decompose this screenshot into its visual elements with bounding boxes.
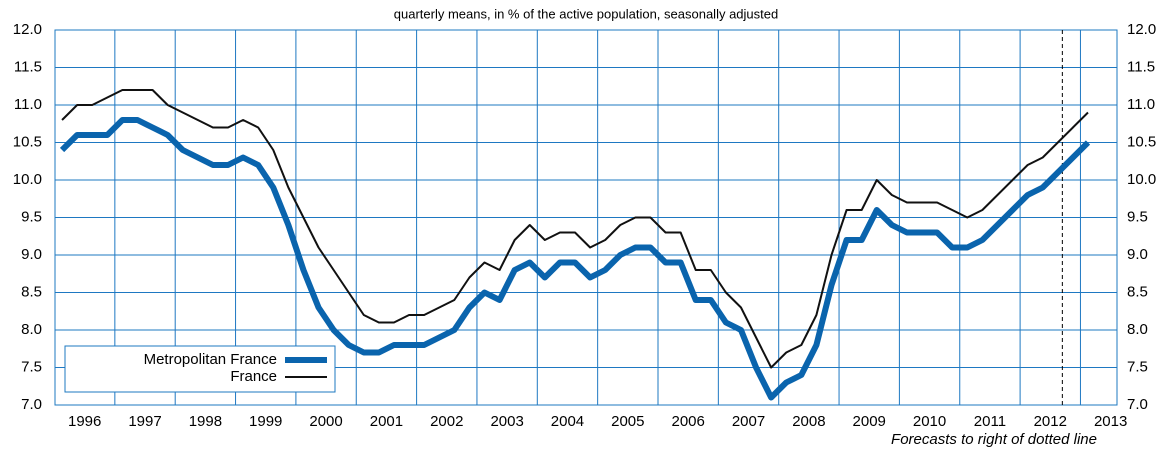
x-tick-label: 2003	[490, 413, 523, 430]
x-tick-label: 2008	[792, 413, 825, 430]
subtitle: quarterly means, in % of the active popu…	[394, 6, 778, 21]
x-tick-label: 2012	[1034, 413, 1067, 430]
x-tick-label: 2002	[430, 413, 463, 430]
y2-tick-label: 9.5	[1127, 208, 1148, 225]
series-line	[61, 89, 1089, 369]
y2-tick-label: 7.0	[1127, 396, 1148, 413]
legend-label: France	[230, 368, 277, 385]
x-tick-label: 1998	[189, 413, 222, 430]
y2-tick-label: 10.0	[1127, 171, 1156, 188]
x-tick-label: 2013	[1094, 413, 1127, 430]
x-tick-label: 2006	[671, 413, 704, 430]
y-tick-label: 7.0	[21, 396, 42, 413]
y2-tick-label: 9.0	[1127, 246, 1148, 263]
series-line	[59, 117, 1091, 401]
y2-tick-label: 11.5	[1127, 58, 1155, 75]
y-tick-label: 9.0	[21, 246, 42, 263]
y-tick-label: 12.0	[13, 21, 42, 38]
y-tick-label: 8.5	[21, 283, 42, 300]
x-tick-label: 1997	[128, 413, 161, 430]
y2-tick-label: 8.0	[1127, 321, 1148, 338]
x-tick-label: 2007	[732, 413, 765, 430]
legend-box	[64, 345, 336, 393]
legend-label: Metropolitan France	[144, 351, 277, 368]
y2-tick-label: 10.5	[1127, 133, 1156, 150]
x-tick-label: 2011	[974, 413, 1006, 430]
annotation: Forecasts to right of dotted line	[891, 431, 1097, 448]
y-tick-label: 7.5	[21, 358, 42, 375]
y2-tick-label: 12.0	[1127, 21, 1156, 38]
y-tick-label: 11.0	[14, 96, 42, 113]
y2-tick-label: 7.5	[1127, 358, 1148, 375]
x-tick-label: 2005	[611, 413, 644, 430]
y2-tick-label: 8.5	[1127, 283, 1148, 300]
y-tick-label: 9.5	[21, 208, 42, 225]
x-tick-label: 2004	[551, 413, 584, 430]
y2-tick-label: 11.0	[1127, 96, 1155, 113]
y-tick-label: 8.0	[21, 321, 42, 338]
x-tick-label: 2009	[853, 413, 886, 430]
x-tick-label: 2000	[309, 413, 342, 430]
y-tick-label: 11.5	[14, 58, 42, 75]
y-tick-label: 10.5	[13, 133, 42, 150]
x-tick-label: 1996	[68, 413, 101, 430]
x-tick-label: 2001	[370, 413, 403, 430]
x-tick-label: 2010	[913, 413, 946, 430]
x-tick-label: 1999	[249, 413, 282, 430]
y-tick-label: 10.0	[13, 171, 42, 188]
